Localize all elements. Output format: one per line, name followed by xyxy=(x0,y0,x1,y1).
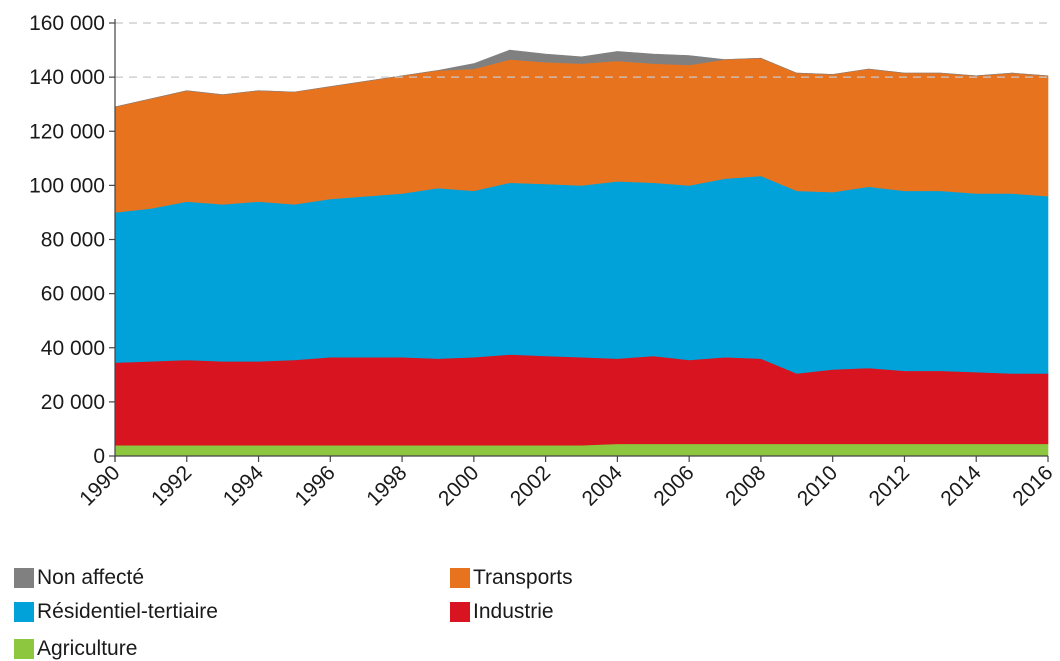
x-tick-label: 2002 xyxy=(506,461,555,510)
legend-label-agriculture: Agriculture xyxy=(37,637,138,660)
y-tick-label: 120 000 xyxy=(29,120,105,143)
y-tick-label: 80 000 xyxy=(41,229,105,252)
legend-item-residentiel-tertiaire: Résidentiel-tertiaire xyxy=(14,600,218,624)
y-tick-label: 100 000 xyxy=(29,174,105,197)
legend-swatch-industrie xyxy=(450,602,470,622)
x-tick-label: 1990 xyxy=(75,461,124,510)
area-non-affecte xyxy=(114,49,1049,108)
gridlines xyxy=(115,22,1048,78)
y-tick-label: 40 000 xyxy=(41,337,105,360)
y-tick-label: 0 xyxy=(93,445,105,468)
area-layer xyxy=(114,49,1049,457)
x-tick-label: 1992 xyxy=(147,461,196,510)
y-tick-label: 20 000 xyxy=(41,391,105,414)
x-tick-label: 2004 xyxy=(578,461,628,511)
legend-swatch-non-affecte xyxy=(14,568,34,588)
y-tick-label: 60 000 xyxy=(41,283,105,306)
legend-swatch-agriculture xyxy=(14,639,34,659)
y-tick-label: 160 000 xyxy=(29,12,105,35)
y-tick-label: 140 000 xyxy=(29,66,105,89)
legend-label-non-affecte: Non affecté xyxy=(37,566,145,589)
x-tick-label: 2016 xyxy=(1008,461,1057,510)
legend-item-industrie: Industrie xyxy=(450,600,554,624)
legend-item-agriculture: Agriculture xyxy=(14,637,137,661)
stacked-area-chart: 0 20 000 40 000 60 000 80 000 100 000 120 000 1… xyxy=(29,12,1058,511)
x-tick-label: 2012 xyxy=(865,461,914,510)
legend-swatch-transports xyxy=(450,568,470,588)
x-tick-label: 1996 xyxy=(291,461,340,510)
axes xyxy=(114,19,1048,462)
x-tick-label: 2014 xyxy=(936,461,986,511)
x-tick-label: 2008 xyxy=(721,461,770,510)
legend: Non affecté Transports Résidentiel-terti… xyxy=(0,560,1060,661)
legend-label-residentiel-tertiaire: Résidentiel-tertiaire xyxy=(37,600,218,623)
legend-item-non-affecte: Non affecté xyxy=(14,566,144,590)
x-tick-label: 2006 xyxy=(649,461,698,510)
area-residentiel-tertiaire xyxy=(114,175,1049,374)
legend-item-transports: Transports xyxy=(450,566,573,590)
legend-label-industrie: Industrie xyxy=(473,600,554,623)
legend-swatch-residentiel-tertiaire xyxy=(14,602,34,622)
x-tick-label: 2010 xyxy=(793,461,842,510)
area-agriculture xyxy=(114,443,1049,457)
legend-label-transports: Transports xyxy=(473,566,573,589)
x-tick-label: 1998 xyxy=(362,461,411,510)
x-tick-label: 1994 xyxy=(219,461,269,511)
x-tick-labels: 1990 1992 1994 1996 1998 2000 2002 2004 2006 2008… xyxy=(75,456,1058,511)
y-tick-labels: 0 20 000 40 000 60 000 80 000 100 000 120 000 1… xyxy=(29,12,115,468)
x-tick-label: 2000 xyxy=(434,461,483,510)
